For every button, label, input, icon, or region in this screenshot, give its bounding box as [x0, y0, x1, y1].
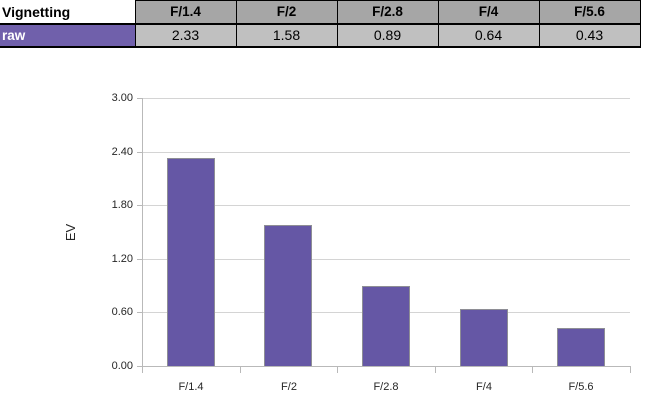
x-tickmark-0 [142, 367, 143, 373]
y-tick-label-2.40: 2.40 [111, 146, 133, 158]
bar-f-5.6 [557, 328, 605, 366]
y-tick-label-1.20: 1.20 [111, 253, 133, 265]
y-tickmark-0.60 [137, 312, 142, 313]
x-tick-label-f-5.6: F/5.6 [568, 381, 594, 393]
table-title: Vignetting [0, 0, 135, 25]
column-header-f-1.4: F/1.4 [134, 0, 237, 25]
y-axis-line [142, 98, 143, 366]
x-tickmark-1 [240, 367, 241, 373]
y-tick-label-1.80: 1.80 [111, 199, 133, 211]
x-axis-line [142, 366, 631, 367]
bar-f-2 [264, 225, 312, 366]
column-header-f-4: F/4 [437, 0, 540, 25]
bar-f-4 [460, 309, 508, 366]
gridline-1.80 [142, 205, 630, 206]
x-tick-label-f-2.8: F/2.8 [373, 381, 399, 393]
gridline-3.00 [142, 98, 630, 99]
x-tickmark-2 [337, 367, 338, 373]
value-cell-0: 2.33 [134, 23, 237, 48]
value-cell-2: 0.89 [336, 23, 439, 48]
y-axis-title: EV [60, 98, 82, 366]
gridline-2.40 [142, 152, 630, 153]
y-tickmark-3.00 [137, 98, 142, 99]
column-header-f-2.8: F/2.8 [336, 0, 439, 25]
x-tickmark-3 [435, 367, 436, 373]
table-header-row: Vignetting F/1.4 F/2 F/2.8 F/4 F/5.6 [0, 0, 641, 25]
column-header-f-2: F/2 [235, 0, 338, 25]
x-tick-label-f-4: F/4 [476, 381, 492, 393]
y-tickmark-1.80 [137, 205, 142, 206]
value-cell-1: 1.58 [235, 23, 338, 48]
x-tick-label-f-2: F/2 [281, 381, 297, 393]
table-value-row: raw 2.33 1.58 0.89 0.64 0.43 [0, 23, 641, 48]
bar-f-2.8 [362, 286, 410, 366]
gridline-1.20 [142, 259, 630, 260]
value-cell-3: 0.64 [437, 23, 540, 48]
y-tick-label-3.00: 3.00 [111, 92, 133, 104]
vignetting-table: Vignetting F/1.4 F/2 F/2.8 F/4 F/5.6 raw 2.3… [0, 0, 641, 48]
x-tickmark-4 [532, 367, 533, 373]
y-tickmark-2.40 [137, 152, 142, 153]
y-tick-label-0.60: 0.60 [111, 306, 133, 318]
y-tick-label-0.00: 0.00 [111, 360, 133, 372]
y-axis-title-text: EV [63, 223, 79, 241]
x-tickmark-5 [630, 367, 631, 373]
x-tick-label-f-1.4: F/1.4 [178, 381, 204, 393]
bar-f-1.4 [167, 158, 215, 366]
column-header-f-5.6: F/5.6 [538, 0, 641, 25]
y-tickmark-0.00 [137, 366, 142, 367]
y-tickmark-1.20 [137, 259, 142, 260]
value-cell-4: 0.43 [538, 23, 641, 48]
